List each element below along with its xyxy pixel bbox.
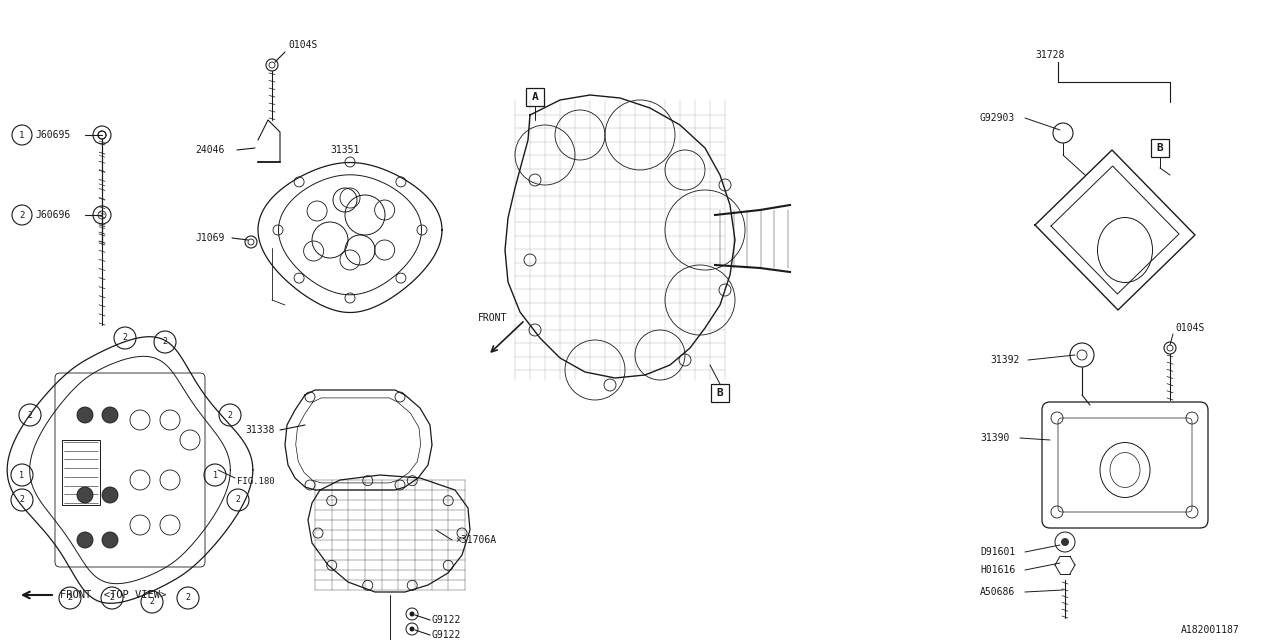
Text: B: B (1157, 143, 1164, 153)
Bar (526, 88, 544, 106)
Text: ×31706A: ×31706A (454, 535, 497, 545)
Polygon shape (285, 390, 433, 490)
Circle shape (102, 532, 118, 548)
Polygon shape (1036, 150, 1196, 310)
Text: 2: 2 (186, 593, 191, 602)
Text: A182001187: A182001187 (1181, 625, 1240, 635)
Text: 24046: 24046 (195, 145, 224, 155)
Text: 2: 2 (27, 410, 32, 419)
Bar (1151, 139, 1169, 157)
Polygon shape (8, 337, 253, 604)
Bar (61, 440, 100, 505)
Text: FRONT  <TOP VIEW>: FRONT <TOP VIEW> (60, 590, 166, 600)
Circle shape (1061, 538, 1069, 546)
Text: G92903: G92903 (980, 113, 1015, 123)
Text: H01616: H01616 (980, 565, 1015, 575)
Text: B: B (717, 388, 723, 398)
Text: 31390: 31390 (980, 433, 1010, 443)
Polygon shape (506, 95, 735, 378)
Text: D91601: D91601 (980, 547, 1015, 557)
Circle shape (77, 407, 93, 423)
Bar (710, 384, 730, 402)
Text: 31392: 31392 (989, 355, 1019, 365)
Text: 31728: 31728 (1036, 50, 1065, 60)
Text: FRONT: FRONT (479, 313, 508, 323)
Text: 2: 2 (19, 211, 24, 220)
Text: 1: 1 (212, 470, 218, 479)
Text: J1069: J1069 (195, 233, 224, 243)
Text: 0104S: 0104S (288, 40, 317, 50)
Text: G9122: G9122 (433, 630, 461, 640)
Text: 2: 2 (163, 337, 168, 346)
Text: 31351: 31351 (330, 145, 360, 155)
Text: 1: 1 (19, 470, 24, 479)
Text: J60695: J60695 (35, 130, 70, 140)
Text: 0104S: 0104S (1175, 323, 1204, 333)
Text: 31338: 31338 (244, 425, 274, 435)
Text: 2: 2 (228, 410, 233, 419)
Circle shape (102, 487, 118, 503)
Text: 2: 2 (68, 593, 73, 602)
Text: 2: 2 (150, 598, 155, 607)
Circle shape (410, 627, 415, 632)
Text: J60696: J60696 (35, 210, 70, 220)
Text: 2: 2 (19, 495, 24, 504)
Polygon shape (308, 475, 470, 592)
Text: FIG.180: FIG.180 (237, 477, 275, 486)
Text: 2: 2 (123, 333, 128, 342)
Text: 2: 2 (236, 495, 241, 504)
Circle shape (102, 407, 118, 423)
Circle shape (77, 532, 93, 548)
Text: A50686: A50686 (980, 587, 1015, 597)
Text: 1: 1 (19, 131, 24, 140)
Circle shape (77, 487, 93, 503)
Circle shape (410, 611, 415, 616)
Text: 2: 2 (110, 593, 114, 602)
Text: G9122: G9122 (433, 615, 461, 625)
Text: A: A (531, 92, 539, 102)
